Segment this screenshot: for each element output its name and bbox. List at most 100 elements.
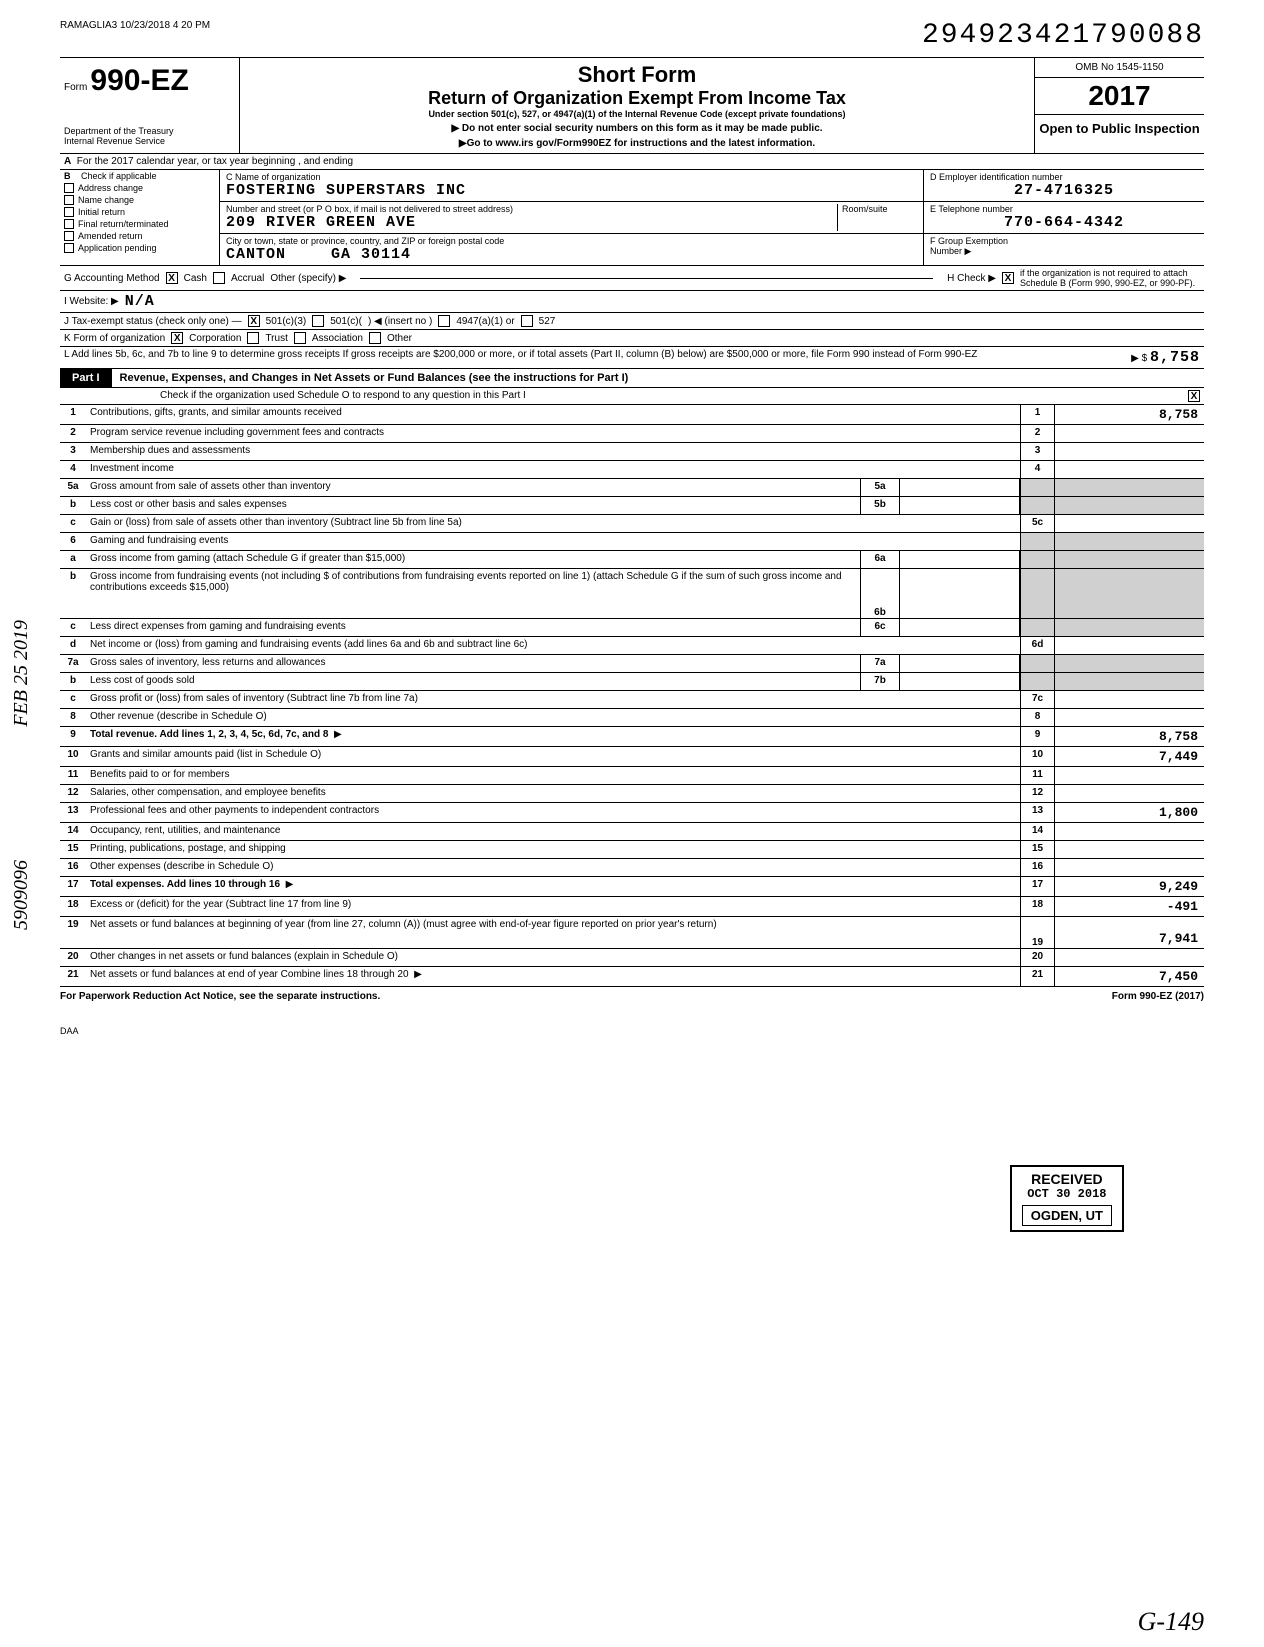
ln15-val [1054, 841, 1204, 858]
ln8-val [1054, 709, 1204, 726]
form-under-note: Under section 501(c), 527, or 4947(a)(1)… [248, 109, 1026, 119]
ln12-box: 12 [1020, 785, 1054, 802]
chk-initial-return[interactable] [64, 207, 74, 217]
chk-application-pending[interactable] [64, 243, 74, 253]
ln6c-text: Less direct expenses from gaming and fun… [86, 619, 860, 636]
lbl-accrual: Accrual [231, 273, 264, 284]
footer-left: For Paperwork Reduction Act Notice, see … [60, 991, 380, 1002]
ln7a-mbox: 7a [860, 655, 900, 672]
ln5a-text: Gross amount from sale of assets other t… [86, 479, 860, 496]
ln8-box: 8 [1020, 709, 1054, 726]
handwritten-seq: 5909096 [10, 860, 33, 930]
ln2-box: 2 [1020, 425, 1054, 442]
ln6a-text: Gross income from gaming (attach Schedul… [86, 551, 860, 568]
ln6c-num: c [60, 619, 86, 636]
ln9-num: 9 [60, 727, 86, 746]
ln16-box: 16 [1020, 859, 1054, 876]
lbl-501c: 501(c)( [330, 316, 362, 327]
lbl-501c-insert: ) ◀ (insert no ) [368, 316, 432, 327]
part1-sub: Check if the organization used Schedule … [160, 390, 526, 402]
ln2-num: 2 [60, 425, 86, 442]
ln17-box: 17 [1020, 877, 1054, 896]
ln14-num: 14 [60, 823, 86, 840]
chk-association[interactable] [294, 332, 306, 344]
row-a-text: For the 2017 calendar year, or tax year … [77, 156, 353, 167]
dln-number: 294923421790088 [922, 20, 1204, 51]
ln4-text: Investment income [86, 461, 1020, 478]
chk-final-return[interactable] [64, 219, 74, 229]
ln6c-mbox: 6c [860, 619, 900, 636]
e-header: E Telephone number [930, 204, 1198, 214]
ln5b-text: Less cost or other basis and sales expen… [86, 497, 860, 514]
state-zip: GA 30114 [331, 246, 411, 263]
lbl-application-pending: Application pending [78, 243, 157, 253]
chk-accrual[interactable] [213, 272, 225, 284]
tax-year: 2017 [1035, 78, 1204, 115]
ln7c-num: c [60, 691, 86, 708]
org-name: FOSTERING SUPERSTARS INC [226, 182, 917, 199]
d-header: D Employer identification number [930, 172, 1198, 182]
stamp-date: OCT 30 2018 [1022, 1187, 1112, 1201]
ln6d-box: 6d [1020, 637, 1054, 654]
ln14-val [1054, 823, 1204, 840]
ln10-text: Grants and similar amounts paid (list in… [86, 747, 1020, 766]
ln6d-text: Net income or (loss) from gaming and fun… [86, 637, 1020, 654]
ln21-box: 21 [1020, 967, 1054, 986]
stamp-location: OGDEN, UT [1022, 1205, 1112, 1226]
street-address: 209 RIVER GREEN AVE [226, 214, 837, 231]
ln9-val: 8,758 [1054, 727, 1204, 746]
omb-number: OMB No 1545-1150 [1035, 58, 1204, 78]
h-text: H Check ▶ [947, 273, 996, 284]
ln13-num: 13 [60, 803, 86, 822]
chk-other-org[interactable] [369, 332, 381, 344]
ln2-val [1054, 425, 1204, 442]
ln11-text: Benefits paid to or for members [86, 767, 1020, 784]
lbl-trust: Trust [265, 333, 287, 344]
ln14-text: Occupancy, rent, utilities, and maintena… [86, 823, 1020, 840]
ln16-num: 16 [60, 859, 86, 876]
chk-schedule-o[interactable]: X [1188, 390, 1200, 402]
chk-527[interactable] [521, 315, 533, 327]
chk-501c[interactable] [312, 315, 324, 327]
chk-4947a1[interactable] [438, 315, 450, 327]
ln17-arrow: ▶ [286, 879, 294, 890]
ln11-num: 11 [60, 767, 86, 784]
stamp-received-text: RECEIVED [1022, 1171, 1112, 1187]
ln10-box: 10 [1020, 747, 1054, 766]
ln18-num: 18 [60, 897, 86, 916]
ln12-text: Salaries, other compensation, and employ… [86, 785, 1020, 802]
ln6b-mbox: 6b [860, 569, 900, 618]
h-tail: if the organization is not required to a… [1020, 268, 1200, 288]
ln3-box: 3 [1020, 443, 1054, 460]
ln13-box: 13 [1020, 803, 1054, 822]
dept-treasury: Department of the Treasury [64, 126, 235, 136]
ln21-num: 21 [60, 967, 86, 986]
chk-501c3[interactable]: X [248, 315, 260, 327]
row-a-tax-year: A For the 2017 calendar year, or tax yea… [60, 154, 1204, 170]
ln7a-text: Gross sales of inventory, less returns a… [86, 655, 860, 672]
ln1-num: 1 [60, 405, 86, 424]
ln18-text: Excess or (deficit) for the year (Subtra… [86, 897, 1020, 916]
f-sub: Number ▶ [930, 246, 1198, 257]
chk-schedule-b[interactable]: X [1002, 272, 1014, 284]
chk-corporation[interactable]: X [171, 332, 183, 344]
ln16-val [1054, 859, 1204, 876]
ln21-arrow: ▶ [414, 969, 422, 980]
ln5c-text: Gain or (loss) from sale of assets other… [86, 515, 1020, 532]
ln9-arrow: ▶ [334, 729, 342, 740]
ln17-num: 17 [60, 877, 86, 896]
ln3-text: Membership dues and assessments [86, 443, 1020, 460]
chk-trust[interactable] [247, 332, 259, 344]
chk-cash[interactable]: X [166, 272, 178, 284]
chk-address-change[interactable] [64, 183, 74, 193]
ln3-num: 3 [60, 443, 86, 460]
form-number: 990-EZ [90, 64, 188, 97]
chk-name-change[interactable] [64, 195, 74, 205]
ln8-num: 8 [60, 709, 86, 726]
ln8-text: Other revenue (describe in Schedule O) [86, 709, 1020, 726]
ln21-text: Net assets or fund balances at end of ye… [90, 969, 409, 980]
footer-right: Form 990-EZ (2017) [1112, 991, 1204, 1002]
ln6d-num: d [60, 637, 86, 654]
k-label: K Form of organization [64, 333, 165, 344]
chk-amended-return[interactable] [64, 231, 74, 241]
